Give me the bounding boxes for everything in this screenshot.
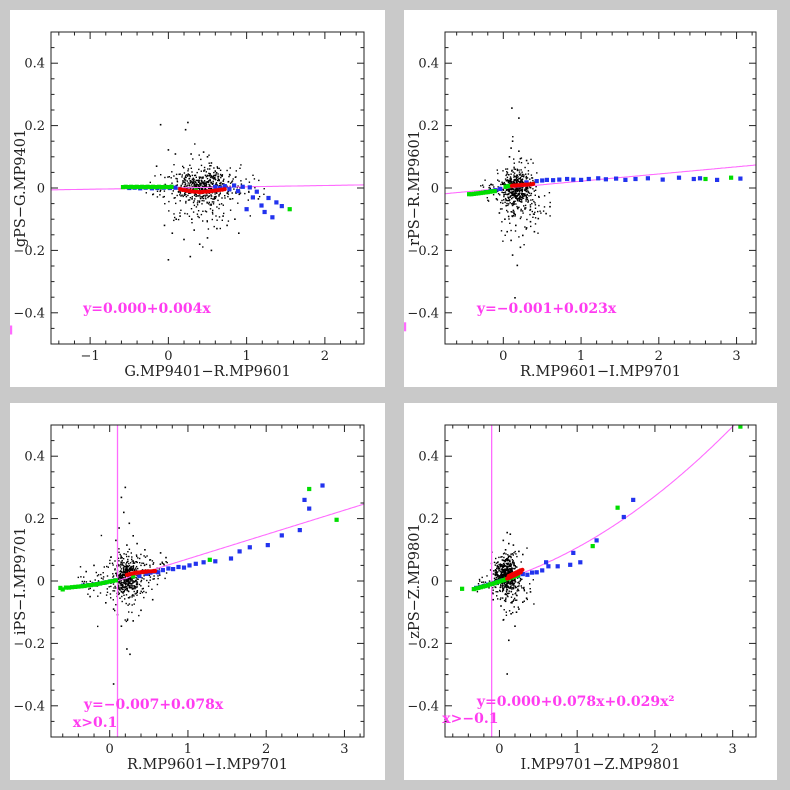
- x-tick-label: 1: [573, 742, 581, 757]
- x-tick-label: 0: [495, 742, 503, 757]
- x-axis-label: R.MP9601−I.MP9701: [520, 364, 681, 380]
- fit-line: [491, 425, 736, 584]
- scatter-plot-z: 0 1 2 3 −0.4 −0.2 0 0.2 0.4 I.MP9701−Z.MP9801 zPS−…: [407, 424, 757, 773]
- fit-equation-label: y=0.000+0.078x+0.029x²: [476, 694, 675, 710]
- y-tick-label: 0: [37, 182, 45, 197]
- tick-labels: 0 1 2 3 −0.4 −0.2 0 0.2 0.4: [407, 57, 740, 364]
- x-tick-label: 3: [340, 742, 348, 757]
- fit-equation-label: y=−0.007+0.078x: [83, 697, 224, 713]
- y-tick-label: 0: [431, 575, 439, 590]
- x-tick-label: −1: [81, 349, 100, 364]
- y-tick-label: −0.2: [407, 244, 439, 259]
- x-axis-label: I.MP9701−Z.MP9801: [521, 757, 681, 773]
- black-points: [477, 107, 551, 299]
- plot-area: [51, 121, 364, 261]
- plot-area: [460, 425, 743, 737]
- fit-cut-label: x>0.1: [73, 715, 117, 731]
- scatter-plot-i: 0 1 2 3 −0.4 −0.2 0 0.2 0.4 R.MP9601−I.MP9701 iPS−…: [13, 424, 365, 773]
- x-tick-label: 0: [499, 349, 507, 364]
- red-points: [124, 568, 158, 577]
- clipped-edge-mark: [404, 322, 407, 332]
- y-axis-label: gPS−G.MP9401: [13, 129, 29, 247]
- x-tick-label: 1: [184, 742, 192, 757]
- axis-ticks: [445, 424, 756, 738]
- axis-ticks: [51, 424, 364, 738]
- y-tick-label: −0.2: [13, 637, 45, 652]
- y-tick-label: 0: [431, 182, 439, 197]
- y-tick-label: −0.4: [407, 306, 439, 321]
- scatter-plot-r: 0 1 2 3 −0.4 −0.2 0 0.2 0.4 R.MP9601−I.MP9701 rPS−…: [404, 31, 757, 380]
- fit-equation-label: y=−0.001+0.023x: [476, 301, 617, 317]
- x-tick-label: 2: [655, 349, 663, 364]
- tick-labels: 0 1 2 3 −0.4 −0.2 0 0.2 0.4: [407, 450, 736, 757]
- y-tick-label: −0.4: [407, 699, 439, 714]
- panel-rps-r: 0 1 2 3 −0.4 −0.2 0 0.2 0.4 R.MP9601−I.MP9701 rPS−…: [404, 10, 777, 387]
- plot-frame: [444, 31, 757, 345]
- y-tick-label: 0.4: [24, 450, 45, 465]
- y-tick-label: 0.2: [24, 119, 45, 134]
- fit-equation-label: y=0.000+0.004x: [82, 301, 211, 317]
- tick-labels: 0 1 2 3 −0.4 −0.2 0 0.2 0.4: [13, 450, 348, 757]
- y-tick-label: 0.4: [24, 57, 45, 72]
- y-axis-label: rPS−R.MP9601: [407, 130, 423, 246]
- x-axis-label: G.MP9401−R.MP9601: [124, 364, 290, 380]
- y-tick-label: 0: [37, 575, 45, 590]
- y-tick-label: 0.2: [418, 512, 439, 527]
- panel-zps-z: 0 1 2 3 −0.4 −0.2 0 0.2 0.4 I.MP9701−Z.MP9801 zPS−…: [404, 403, 777, 780]
- scatter-plot-g: −1 0 1 2 −0.4 −0.2 0 0.2 0.4 G.MP9401−R.MP9601 gPS…: [10, 31, 365, 380]
- x-axis-label: R.MP9601−I.MP9701: [127, 757, 288, 773]
- y-tick-label: −0.4: [13, 306, 45, 321]
- y-axis-label: iPS−I.MP9701: [13, 527, 29, 635]
- x-tick-label: 3: [729, 742, 737, 757]
- y-tick-label: −0.4: [13, 699, 45, 714]
- y-axis-label: zPS−Z.MP9801: [407, 523, 423, 638]
- y-tick-label: 0.2: [24, 512, 45, 527]
- x-tick-label: 2: [321, 349, 329, 364]
- x-tick-label: 2: [651, 742, 659, 757]
- plot-area: [58, 425, 364, 737]
- clipped-edge-mark: [10, 325, 13, 335]
- fit-line: [117, 503, 364, 582]
- y-tick-label: −0.2: [13, 244, 45, 259]
- red-points: [505, 567, 525, 581]
- x-tick-label: 0: [106, 742, 114, 757]
- panel-ips-i: 0 1 2 3 −0.4 −0.2 0 0.2 0.4 R.MP9601−I.MP9701 iPS−…: [10, 403, 385, 780]
- x-tick-label: 1: [577, 349, 585, 364]
- red-points: [509, 181, 536, 188]
- y-tick-label: 0.4: [418, 57, 439, 72]
- tick-labels: −1 0 1 2 −0.4 −0.2 0 0.2 0.4: [13, 57, 329, 364]
- y-tick-label: 0.2: [418, 119, 439, 134]
- x-tick-label: 3: [732, 349, 740, 364]
- x-tick-label: 1: [242, 349, 250, 364]
- plot-area: [445, 107, 756, 299]
- x-tick-label: 2: [262, 742, 270, 757]
- plot-frame: [50, 31, 365, 345]
- y-tick-label: −0.2: [407, 637, 439, 652]
- x-tick-label: 0: [164, 349, 172, 364]
- black-points: [476, 531, 537, 675]
- red-points: [178, 187, 227, 195]
- y-tick-label: 0.4: [418, 450, 439, 465]
- panel-gps-g: −1 0 1 2 −0.4 −0.2 0 0.2 0.4 G.MP9401−R.MP9601 gPS…: [10, 10, 385, 387]
- fit-line: [51, 184, 364, 191]
- green-points: [58, 486, 339, 592]
- fit-cut-label: x>−0.1: [442, 711, 498, 727]
- axis-ticks: [445, 31, 756, 345]
- axis-ticks: [51, 31, 364, 345]
